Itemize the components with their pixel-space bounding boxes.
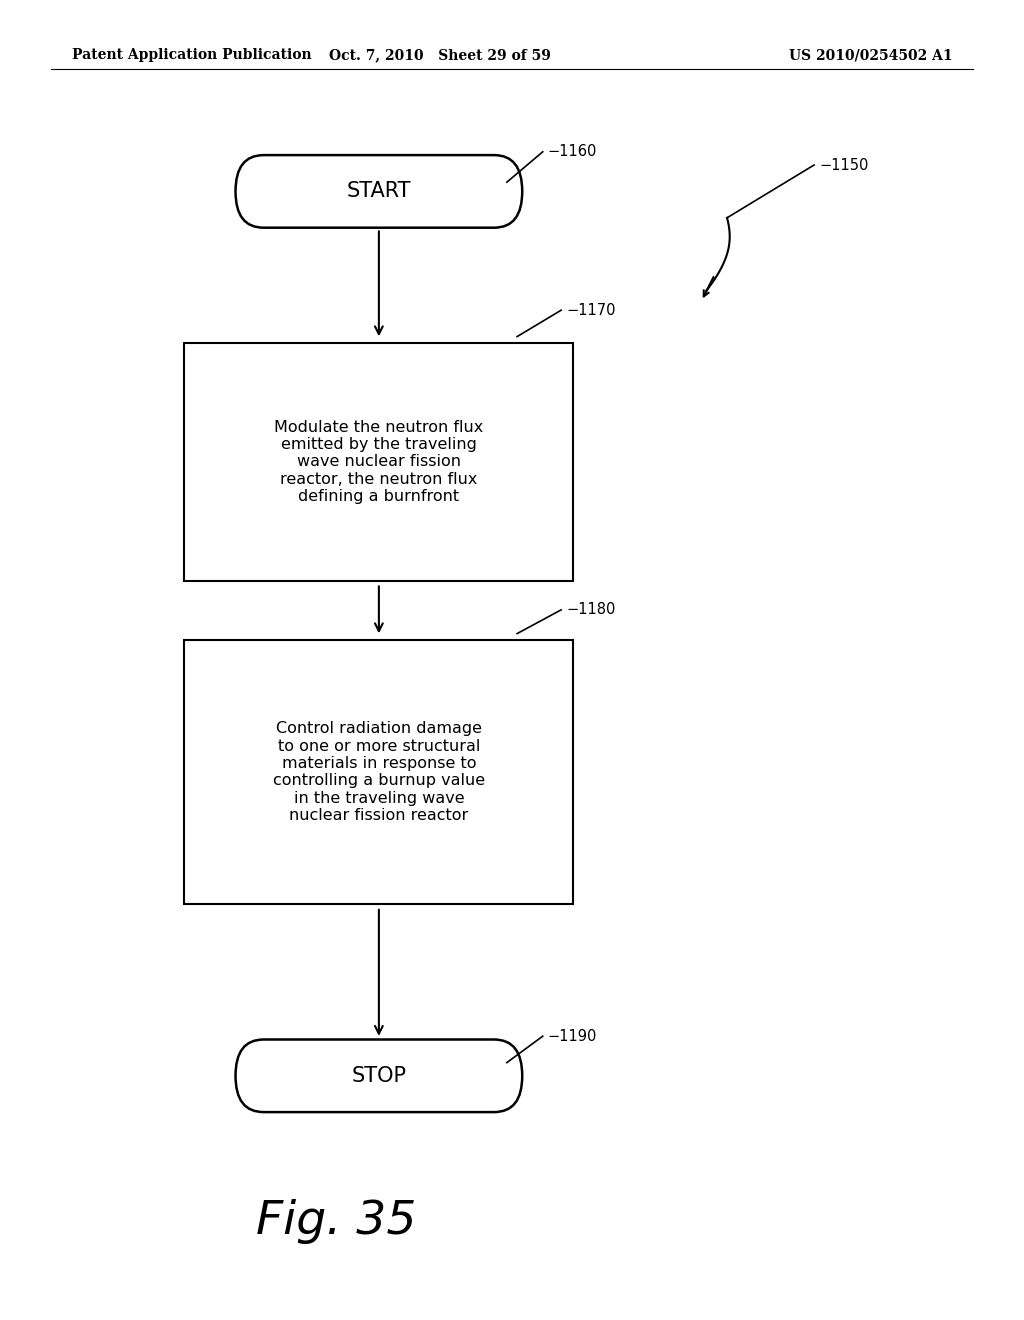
Text: −1190: −1190 bbox=[548, 1028, 597, 1044]
Text: Oct. 7, 2010   Sheet 29 of 59: Oct. 7, 2010 Sheet 29 of 59 bbox=[330, 49, 551, 62]
Text: Patent Application Publication: Patent Application Publication bbox=[72, 49, 311, 62]
Text: Control radiation damage
to one or more structural
materials in response to
cont: Control radiation damage to one or more … bbox=[272, 721, 485, 824]
Text: Modulate the neutron flux
emitted by the traveling
wave nuclear fission
reactor,: Modulate the neutron flux emitted by the… bbox=[274, 420, 483, 504]
FancyBboxPatch shape bbox=[236, 154, 522, 227]
Text: Fig. 35: Fig. 35 bbox=[256, 1199, 417, 1243]
Text: START: START bbox=[347, 181, 411, 202]
FancyBboxPatch shape bbox=[236, 1040, 522, 1111]
Text: −1180: −1180 bbox=[566, 602, 615, 618]
Bar bbox=[184, 640, 573, 904]
Bar bbox=[184, 343, 573, 581]
Text: US 2010/0254502 A1: US 2010/0254502 A1 bbox=[788, 49, 952, 62]
Text: −1170: −1170 bbox=[566, 302, 615, 318]
Text: −1150: −1150 bbox=[819, 157, 868, 173]
Text: STOP: STOP bbox=[351, 1065, 407, 1086]
Text: −1160: −1160 bbox=[548, 144, 597, 160]
